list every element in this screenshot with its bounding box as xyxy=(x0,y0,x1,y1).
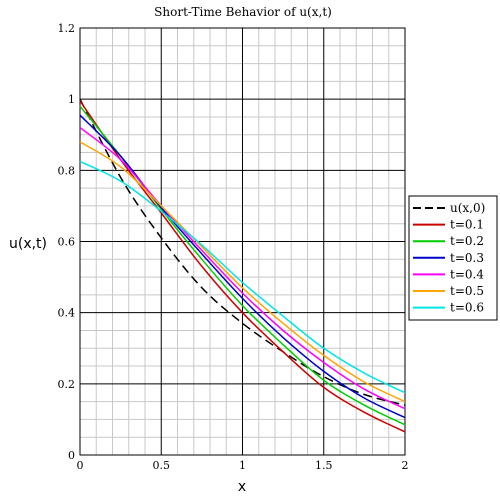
y-tick-label: 1.2 xyxy=(58,22,76,35)
chart-title: Short-Time Behavior of u(x,t) xyxy=(154,5,332,19)
legend: u(x,0) t=0.1 t=0.2 t=0.3 t=0.4 t=0.5 t=0.6 xyxy=(408,195,498,321)
x-tick-label: 2 xyxy=(402,459,409,472)
y-tick-label: 0.4 xyxy=(58,307,76,320)
y-tick-label: 0.8 xyxy=(58,164,76,177)
axis-ticks: 0 0.5 1 1.5 2 0 0.2 0.4 0.6 0.8 1 1.2 xyxy=(58,22,409,472)
y-axis-label: u(x,t) xyxy=(9,236,47,252)
series-line-1 xyxy=(79,100,406,433)
series-lines xyxy=(79,98,406,433)
legend-label-5: t=0.5 xyxy=(450,284,484,298)
legend-label-4: t=0.4 xyxy=(450,267,484,281)
series-line-6 xyxy=(79,160,406,394)
y-tick-label: 0.2 xyxy=(58,378,76,391)
legend-label-6: t=0.6 xyxy=(450,301,484,315)
y-tick-label: 1 xyxy=(68,93,75,106)
x-tick-label: 1.5 xyxy=(315,459,333,472)
x-axis-label: x xyxy=(238,479,246,495)
legend-label-3: t=0.3 xyxy=(450,251,484,265)
x-tick-label: 1 xyxy=(239,459,246,472)
y-tick-label: 0 xyxy=(68,449,75,462)
series-line-5 xyxy=(79,141,406,403)
legend-label-2: t=0.2 xyxy=(450,234,484,248)
plot-frame xyxy=(79,27,406,456)
legend-box xyxy=(408,195,498,321)
series-line-3 xyxy=(79,114,406,419)
series-line-0 xyxy=(79,98,406,406)
series-line-4 xyxy=(79,127,406,410)
legend-label-0: u(x,0) xyxy=(450,201,485,215)
x-tick-label: 0.5 xyxy=(153,459,171,472)
legend-label-1: t=0.1 xyxy=(450,218,484,232)
y-tick-label: 0.6 xyxy=(58,236,76,249)
x-tick-label: 0 xyxy=(77,459,84,472)
